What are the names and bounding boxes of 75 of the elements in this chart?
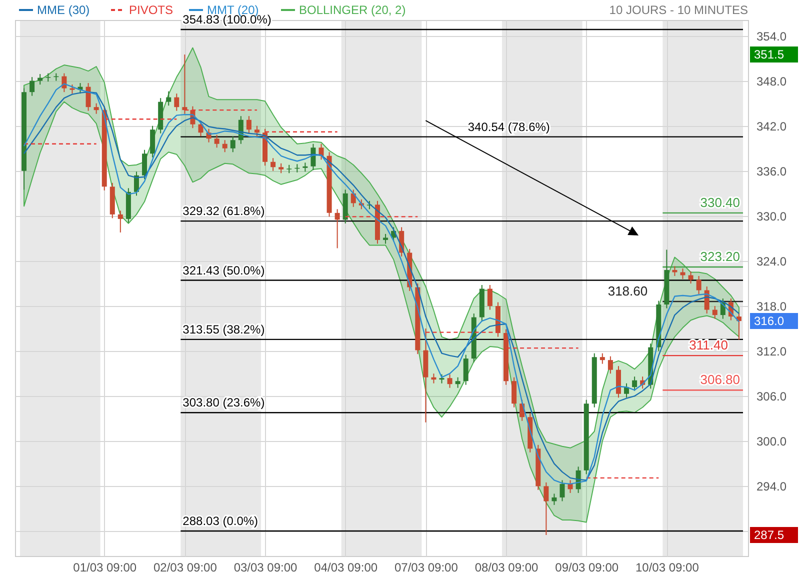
candlestick xyxy=(600,352,605,364)
ref-line-label: 330.40 xyxy=(700,194,740,210)
x-tick-label: 10/03 09:00 xyxy=(635,560,700,574)
y-tick-label: 312.0 xyxy=(756,344,787,359)
candlestick xyxy=(142,149,148,180)
x-tick-label: 08/03 09:00 xyxy=(474,560,539,574)
candlestick xyxy=(278,162,284,174)
candlestick xyxy=(487,284,492,310)
candlestick xyxy=(166,90,172,106)
candlestick xyxy=(696,275,702,295)
candlestick xyxy=(688,270,694,284)
ref-line-label: 303.80 (23.6%) xyxy=(182,396,265,410)
candlestick xyxy=(214,134,220,148)
y-tick-label: 306.0 xyxy=(756,390,787,404)
candlestick xyxy=(86,82,91,112)
x-tick-label: 03/03 09:00 xyxy=(234,560,298,574)
y-tick-label: 300.0 xyxy=(756,434,787,449)
candlestick xyxy=(624,382,630,398)
candlestick xyxy=(608,356,613,374)
y-tick-label: 324.0 xyxy=(756,254,787,268)
x-tick-label: 09/03 09:00 xyxy=(555,560,619,574)
candlestick xyxy=(302,162,308,172)
text: BOLLINGER (20, 2) xyxy=(299,3,406,17)
candlestick xyxy=(222,140,228,153)
candlestick xyxy=(463,354,468,386)
candlestick xyxy=(270,158,276,172)
y-tick-label: 348.0 xyxy=(756,74,787,88)
legend-label: PIVOTS xyxy=(129,3,174,17)
candlestick xyxy=(560,480,565,502)
y-tick-label: 336.0 xyxy=(756,164,787,178)
candlestick xyxy=(439,374,444,384)
ref-line-label: 288.03 (0.0%) xyxy=(182,514,258,528)
candlestick xyxy=(552,493,557,506)
y-tick-label: 294.0 xyxy=(756,480,787,494)
candlestick xyxy=(512,376,517,408)
ref-line-label: 313.55 (38.2%) xyxy=(182,322,265,336)
candlestick xyxy=(118,210,123,233)
candlestick xyxy=(174,93,180,112)
text: 316.0 xyxy=(754,314,784,328)
candlestick xyxy=(712,306,718,320)
y-tick-label: 342.0 xyxy=(756,119,787,134)
candlestick xyxy=(680,268,686,280)
x-tick-label: 04/03 09:00 xyxy=(314,560,378,574)
ref-line-label: 311.40 xyxy=(689,338,728,353)
ref-line-label: 321.43 (50.0%) xyxy=(182,263,265,278)
ref-line-label: 340.54 (78.6%) xyxy=(468,120,550,134)
chart-subtitle: 10 JOURS - 10 MINUTES xyxy=(609,3,748,17)
candlestick xyxy=(38,74,43,86)
candlestick xyxy=(318,143,324,160)
x-tick-label: 02/03 09:00 xyxy=(153,560,218,574)
candlestick xyxy=(455,376,460,388)
candlestick xyxy=(246,116,252,134)
y-tick-label: 318.0 xyxy=(756,300,787,314)
candlestick xyxy=(447,374,452,388)
ref-line-label: 323.20 xyxy=(700,248,740,264)
y-tick-label: 330.0 xyxy=(756,209,787,224)
candlestick xyxy=(94,102,99,114)
ref-line-label: 329.32 (61.8%) xyxy=(182,204,265,218)
x-tick-label: 07/03 09:00 xyxy=(394,560,458,574)
candlestick xyxy=(254,125,260,137)
candlestick xyxy=(30,76,35,96)
ref-line-label: 306.80 xyxy=(700,372,740,388)
candlestick xyxy=(230,136,236,153)
text: 351.5 xyxy=(754,48,784,62)
candlestick xyxy=(334,208,340,249)
candlestick xyxy=(182,54,188,114)
candlestick xyxy=(383,233,388,244)
candlestick xyxy=(544,482,549,536)
ref-line-label: 318.60 xyxy=(608,284,648,299)
text: 287.5 xyxy=(754,528,784,542)
legend-label: MME (30) xyxy=(37,3,90,17)
candlestick xyxy=(70,84,75,94)
y-tick-label: 354.0 xyxy=(756,29,787,44)
candlestick xyxy=(632,376,638,392)
x-tick-label: 01/03 09:00 xyxy=(73,560,137,574)
